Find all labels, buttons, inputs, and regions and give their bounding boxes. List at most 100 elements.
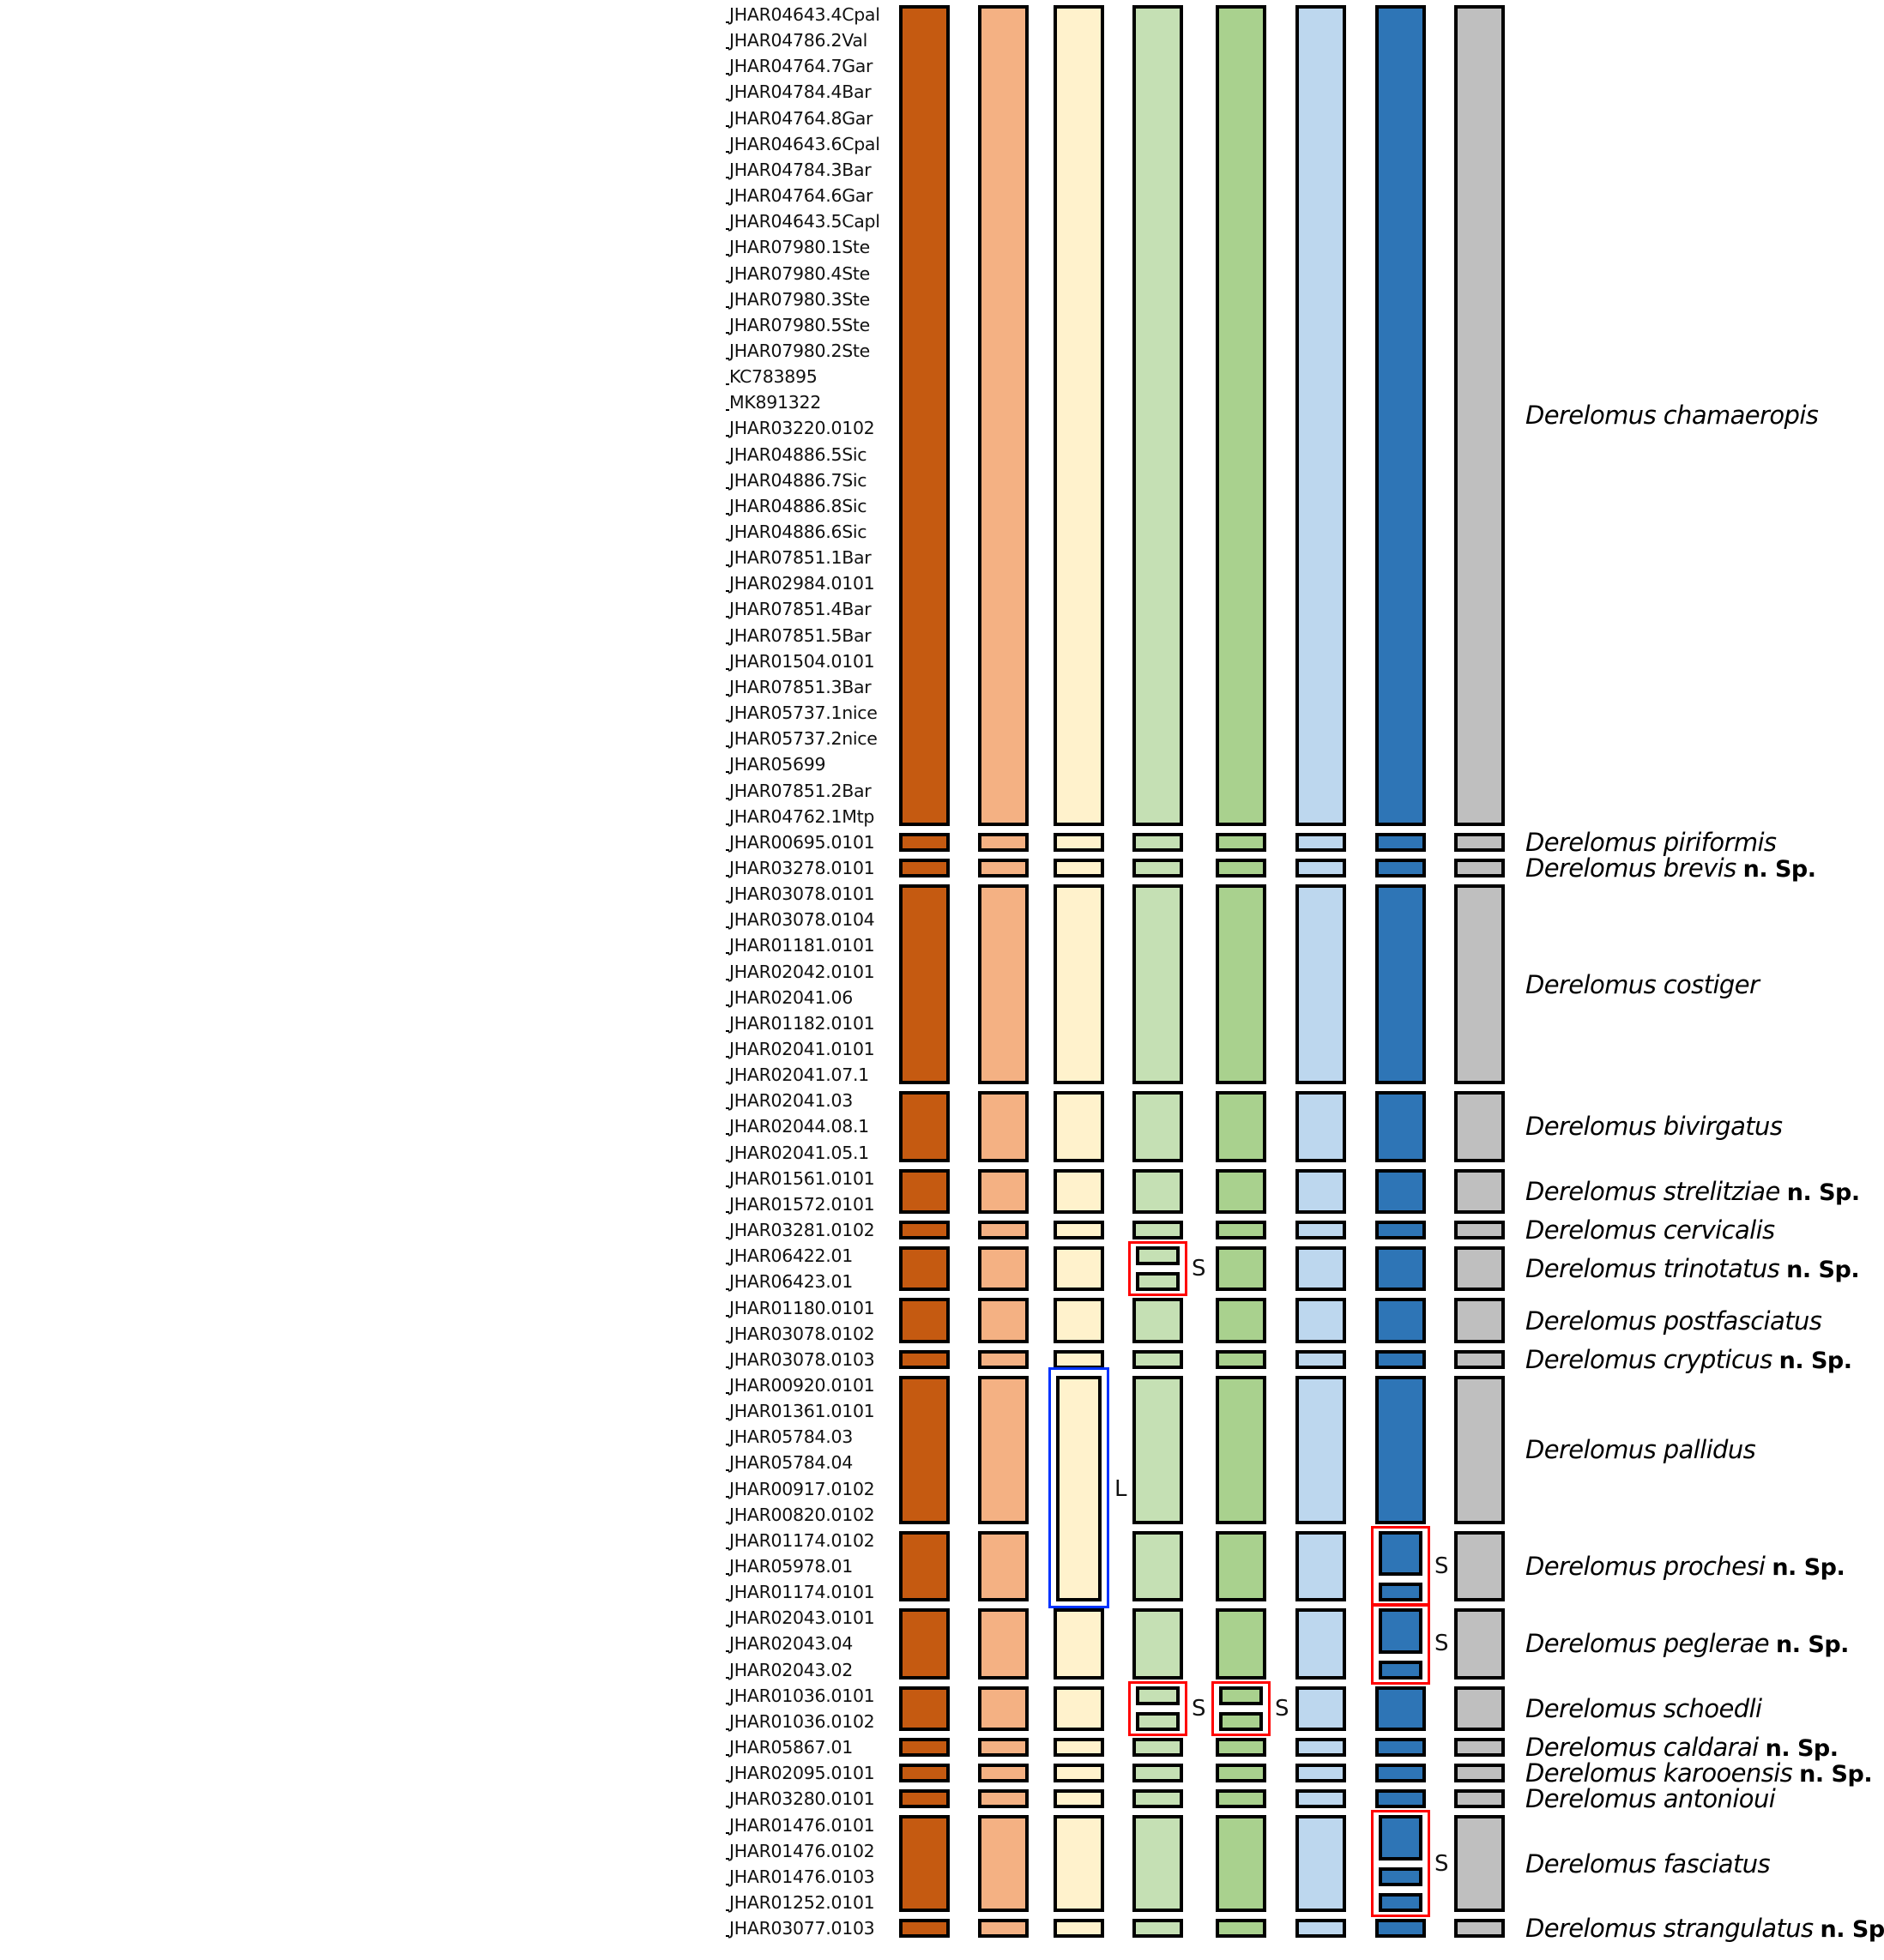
- specimen-label: JHAR04764.6Gar: [729, 185, 873, 207]
- tree-tip-tick: [726, 848, 729, 851]
- tree-tip-tick: [726, 305, 729, 308]
- species-epithet: karooensis: [1656, 1758, 1793, 1788]
- specimen-label: JHAR02044.08.1: [729, 1116, 869, 1137]
- specimen-label: JHAR07851.4Bar: [729, 599, 872, 620]
- specimen-label: JHAR04886.7Sic: [729, 469, 867, 491]
- specimen-label: JHAR00820.0102: [729, 1504, 875, 1525]
- specimen-label: JHAR04784.4Bar: [729, 81, 872, 103]
- tree-tip-tick: [726, 1133, 729, 1136]
- new-species-tag: n. Sp.: [1776, 1631, 1849, 1659]
- specimen-label: JHAR00920.0101: [729, 1374, 875, 1396]
- delimitation-bar: [978, 858, 1029, 878]
- specimen-label: JHAR03078.0101: [729, 884, 875, 905]
- tree-tip-tick: [726, 1676, 729, 1679]
- genus-name: Derelomus: [1525, 1112, 1657, 1142]
- species-name: Derelomus prochesi n. Sp.: [1525, 1553, 1845, 1582]
- delimitation-bar: [1216, 1168, 1266, 1214]
- specimen-label: JHAR04886.5Sic: [729, 443, 867, 465]
- tree-tip-tick: [726, 1573, 729, 1575]
- delimitation-bar: [1454, 1168, 1505, 1214]
- delimitation-bar: [1054, 1919, 1104, 1939]
- delimitation-bar: [978, 1220, 1029, 1240]
- specimen-label: JHAR00917.0102: [729, 1478, 875, 1499]
- species-name: Derelomus strelitziae n. Sp.: [1525, 1178, 1860, 1207]
- delimitation-bar: [1054, 1349, 1104, 1369]
- tree-tip-tick: [726, 1857, 729, 1860]
- delimitation-bar: [1295, 1168, 1346, 1214]
- delimitation-bar: [1216, 832, 1266, 852]
- tree-tip-tick: [726, 383, 729, 386]
- specimen-label: JHAR01036.0102: [729, 1710, 875, 1732]
- delimitation-bar: [1132, 1815, 1183, 1913]
- specimen-label: JHAR04886.8Sic: [729, 495, 867, 516]
- species-epithet: piriformis: [1656, 827, 1777, 857]
- delimitation-bar: [1132, 1789, 1183, 1809]
- tree-tip-tick: [726, 73, 729, 75]
- delimitation-bar: [1054, 1091, 1104, 1162]
- specimen-label: JHAR01504.0101: [729, 650, 875, 672]
- delimitation-bar: [1216, 1349, 1266, 1369]
- delimitation-bar: [899, 1789, 950, 1809]
- delimitation-bar: [1454, 1737, 1505, 1758]
- specimen-label: JHAR07980.3Ste: [729, 288, 870, 310]
- tree-tip-tick: [726, 47, 729, 50]
- specimen-label: JHAR07980.2Ste: [729, 340, 870, 361]
- specimen-label: JHAR03281.0102: [729, 1220, 875, 1241]
- tree-tip-tick: [726, 1210, 729, 1213]
- split-highlight-box: [1128, 1680, 1187, 1736]
- delimitation-bar: [1375, 1298, 1426, 1343]
- delimitation-bar: [1132, 1298, 1183, 1343]
- tree-tip-tick: [726, 1314, 729, 1317]
- specimen-label: JHAR04786.2Val: [729, 30, 867, 51]
- delimitation-bar: [1132, 832, 1183, 852]
- tree-tip-tick: [726, 1599, 729, 1601]
- species-name: Derelomus trinotatus n. Sp.: [1525, 1254, 1860, 1284]
- split-marker: S: [1275, 1695, 1289, 1722]
- delimitation-bar: [899, 884, 950, 1085]
- delimitation-bar: [978, 1246, 1029, 1292]
- tree-tip-tick: [726, 176, 729, 178]
- tree-tip-tick: [726, 331, 729, 334]
- delimitation-bar: [899, 1919, 950, 1939]
- species-epithet: bivirgatus: [1656, 1112, 1783, 1142]
- specimen-label: JHAR01181.0101: [729, 935, 875, 956]
- delimitation-bar: [1379, 1660, 1422, 1680]
- genus-name: Derelomus: [1525, 1758, 1657, 1788]
- delimitation-bar: [1295, 1764, 1346, 1783]
- species-epithet: brevis: [1656, 853, 1737, 883]
- specimen-label: JHAR01476.0102: [729, 1840, 875, 1861]
- delimitation-bar: [978, 884, 1029, 1085]
- delimitation-bar: [978, 4, 1029, 826]
- tree-tip-tick: [726, 1702, 729, 1704]
- delimitation-bar: [1216, 1764, 1266, 1783]
- genus-name: Derelomus: [1525, 969, 1657, 999]
- delimitation-bar: [1132, 1530, 1183, 1602]
- lump-highlight-box: [1048, 1366, 1109, 1609]
- delimitation-bar: [1054, 1298, 1104, 1343]
- specimen-label: JHAR05737.2nice: [729, 728, 878, 750]
- specimen-label: JHAR04762.1Mtp: [729, 805, 875, 827]
- new-species-tag: n. Sp.: [1742, 855, 1816, 883]
- tree-tip-tick: [726, 771, 729, 774]
- specimen-label: JHAR01476.0101: [729, 1814, 875, 1836]
- delimitation-bar: [1054, 832, 1104, 852]
- specimen-label: JHAR04643.5Capl: [729, 211, 880, 232]
- delimitation-bar: [1454, 858, 1505, 878]
- specimen-label: JHAR02043.04: [729, 1633, 853, 1655]
- tree-tip-tick: [726, 1754, 729, 1757]
- species-epithet: trinotatus: [1656, 1254, 1780, 1284]
- delimitation-bar: [1136, 1686, 1180, 1705]
- tree-tip-tick: [726, 745, 729, 748]
- delimitation-bar: [1454, 1091, 1505, 1162]
- specimen-label: JHAR04643.6Cpal: [729, 133, 880, 154]
- delimitation-bar: [899, 1298, 950, 1343]
- tree-tip-tick: [726, 978, 729, 980]
- specimen-label: JHAR06422.01: [729, 1245, 853, 1267]
- split-marker: S: [1192, 1695, 1206, 1722]
- tree-tip-tick: [726, 1883, 729, 1885]
- tree-tip-tick: [726, 1547, 729, 1549]
- delimitation-bar: [1295, 1375, 1346, 1524]
- tree-tip-tick: [726, 1521, 729, 1523]
- delimitation-bar: [1375, 4, 1426, 826]
- specimen-label: JHAR05978.01: [729, 1556, 853, 1577]
